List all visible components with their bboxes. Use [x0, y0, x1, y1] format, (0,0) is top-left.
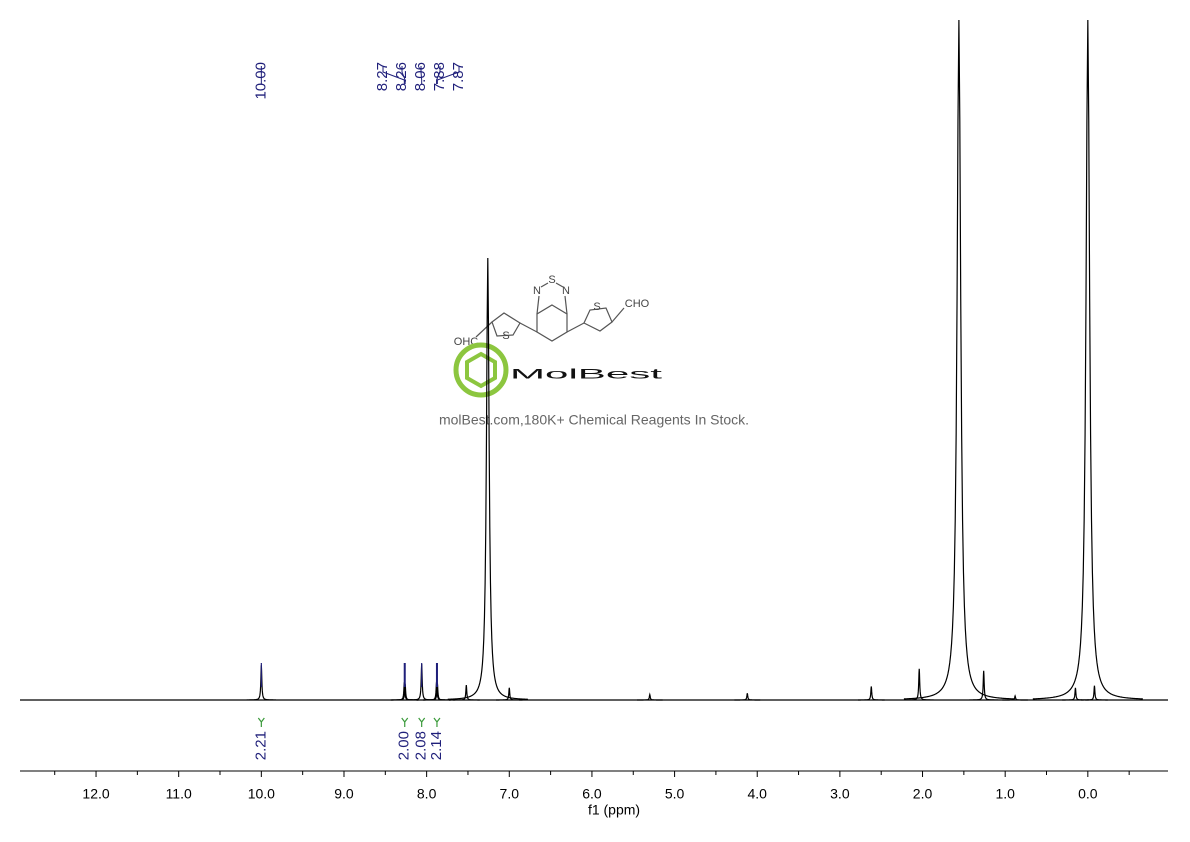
tagline: molBest.com,180K+ Chemical Reagents In S… [439, 412, 749, 428]
peak [1032, 19, 1143, 700]
atom-label: CHO [625, 298, 650, 310]
peak-label: 10.00 [252, 62, 269, 100]
x-tick-label: 12.0 [82, 786, 109, 802]
integral-mark [401, 717, 409, 727]
atom-label: N [562, 285, 570, 297]
x-tick-label: 6.0 [582, 786, 602, 802]
atom-label: S [548, 274, 555, 286]
peak-label-leader [436, 66, 460, 84]
x-tick-label: 3.0 [830, 786, 850, 802]
atom-label: S [502, 330, 509, 342]
x-tick-label: 4.0 [747, 786, 767, 802]
bond [564, 295, 568, 315]
x-tick-label: 2.0 [913, 786, 933, 802]
x-tick-label: 8.0 [417, 786, 437, 802]
brand: MolBest [510, 366, 662, 382]
peak [1062, 687, 1089, 701]
bond [519, 322, 538, 333]
peak-label: 7.88 [431, 62, 448, 91]
integral-label: 2.00 [396, 731, 413, 760]
peak-label-leader [382, 66, 405, 84]
bond [566, 322, 585, 333]
integral-label: 2.08 [413, 731, 430, 760]
bond [475, 321, 493, 338]
peak [452, 684, 480, 701]
atom-label: S [593, 301, 600, 313]
integral-label: 2.21 [252, 731, 269, 760]
peak [857, 686, 885, 701]
peak-label: 8.06 [412, 62, 429, 91]
integral-mark [433, 717, 441, 727]
peak-label: 7.87 [450, 62, 467, 91]
thiophene-ring [491, 312, 521, 337]
integral-mark [418, 717, 426, 727]
logo: MolBest molBest.com,180K+ Chemical Reage… [439, 342, 749, 428]
thiophene-ring [583, 307, 613, 332]
x-axis-label: f1 (ppm) [588, 802, 640, 818]
peak [496, 687, 523, 701]
peak [904, 668, 934, 701]
x-tick-label: 10.0 [248, 786, 275, 802]
bond [536, 295, 540, 315]
x-tick-label: 7.0 [500, 786, 520, 802]
bond [555, 282, 564, 288]
x-tick-label: 5.0 [665, 786, 685, 802]
x-tick-label: 0.0 [1078, 786, 1098, 802]
peak [1002, 694, 1028, 701]
logo-ring [453, 342, 509, 398]
atom-label: N [533, 285, 541, 297]
bond [540, 282, 549, 288]
peak [447, 257, 528, 700]
peak-label: 8.26 [393, 62, 410, 91]
peak [636, 692, 663, 701]
x-tick-label: 11.0 [166, 786, 192, 802]
x-tick-label: 1.0 [995, 786, 1015, 802]
peak [969, 670, 999, 701]
integral-mark [257, 717, 265, 727]
peak-label-leader [436, 66, 441, 84]
peak-label-leader [420, 66, 423, 84]
logo-hex [465, 351, 497, 389]
peak [1081, 685, 1108, 701]
x-tick-label: 9.0 [334, 786, 354, 802]
peak-label-leader [401, 66, 406, 84]
peak-label: 8.27 [374, 62, 391, 91]
benzene-ring [536, 304, 568, 342]
peak [903, 19, 1014, 700]
integral-label: 2.14 [428, 731, 445, 760]
bond [611, 307, 625, 323]
molecule-watermark: N S N S S OHC CHO [454, 274, 650, 348]
peak [734, 693, 761, 701]
